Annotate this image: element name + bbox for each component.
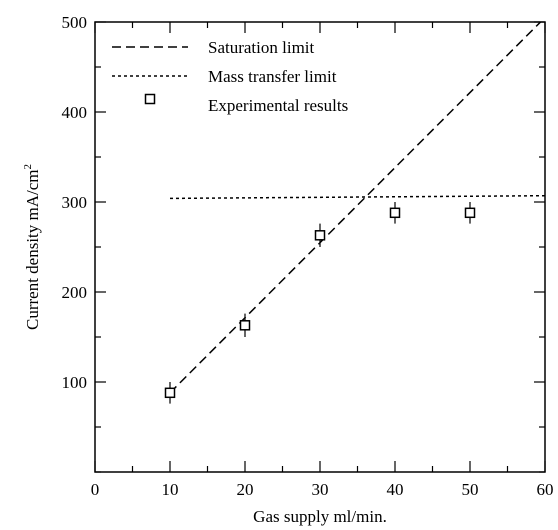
x-tick-label: 50 [462,480,479,499]
data-point [314,230,326,241]
x-tick-label: 40 [387,480,404,499]
series-line-0 [169,22,542,394]
series-line-1 [169,194,545,200]
data-point [239,320,251,331]
x-tick-label: 20 [237,480,254,499]
legend-label-0: Saturation limit [208,38,315,57]
data-point [164,387,176,399]
plot-frame [94,21,546,473]
x-tick-label: 60 [537,480,554,499]
data-point [389,207,401,219]
y-axis-label-main: Current density mA/cm [23,169,42,330]
data-point [464,207,476,219]
legend-label-1: Mass transfer limit [208,67,337,86]
x-axis-label: Gas supply ml/min. [253,507,387,526]
axis-tick-labels: 0 10 20 30 40 50 60 100 200 300 400 500 [62,13,554,499]
x-tick-label: 10 [162,480,179,499]
y-tick-label: 300 [62,193,88,212]
legend: Saturation limit Mass transfer limit Exper… [112,38,348,115]
y-tick-label: 200 [62,283,88,302]
x-tick-label: 30 [312,480,329,499]
legend-label-2: Experimental results [208,96,348,115]
series-lines [169,22,545,394]
y-axis-label-superscript: 2 [22,164,34,170]
y-axis-label: Current density mA/cm2 [22,164,42,330]
x-tick-label: 0 [91,480,100,499]
legend-swatch-2 [144,93,156,105]
y-tick-label: 500 [62,13,88,32]
y-tick-label: 100 [62,373,88,392]
data-markers [164,202,476,404]
y-tick-label: 400 [62,103,88,122]
